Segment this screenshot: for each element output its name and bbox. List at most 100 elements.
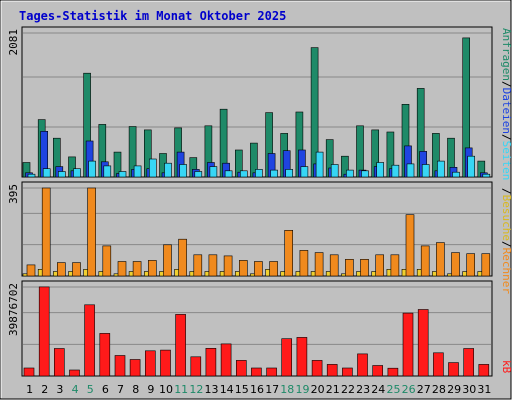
bar-rechner-day-25 [390,254,400,277]
bar-seiten-day-22 [346,169,354,178]
bar-kb-day-6 [99,333,111,377]
bar-anfragen-day-23 [356,125,364,178]
day-label-19: 19 [296,383,310,396]
bar-kb-day-31 [478,364,490,377]
day-label-28: 28 [432,383,446,396]
ymax-label-bottom: 39876702 [7,283,20,336]
day-label-8: 8 [132,383,139,396]
bar-kb-day-4 [69,369,80,377]
bar-kb-day-16 [251,367,262,377]
day-label-16: 16 [250,383,264,396]
bar-kb-day-19 [296,337,308,377]
day-label-3: 3 [56,383,63,396]
bar-seiten-day-2 [42,168,51,178]
bar-seiten-day-21 [330,164,339,178]
legend-entry: kB [500,360,512,374]
bar-kb-day-13 [205,347,217,377]
day-label-5: 5 [87,383,94,396]
bar-kb-day-7 [114,355,126,377]
bar-rechner-day-26 [405,214,415,277]
bar-seiten-day-17 [270,169,278,178]
legend-top-series: Anfragen/Dateien/Seiten [500,28,512,180]
bar-seiten-day-25 [391,164,400,178]
day-label-11: 11 [174,383,188,396]
bar-rechner-day-19 [299,250,309,277]
bar-rechner-day-13 [208,254,218,277]
day-label-25: 25 [387,383,401,396]
bar-rechner-day-27 [420,245,430,277]
bar-rechner-day-24 [375,254,385,277]
bar-kb-day-25 [387,367,399,377]
bar-kb-day-10 [160,349,171,377]
bar-kb-day-14 [220,343,232,377]
bar-seiten-day-29 [452,171,460,178]
bar-rechner-day-6 [102,245,112,277]
day-label-20: 20 [311,383,325,396]
bar-kb-day-27 [417,309,429,377]
bar-rechner-day-21 [329,254,339,277]
bar-kb-day-22 [342,367,353,377]
bar-seiten-day-11 [179,164,187,178]
bar-kb-day-8 [129,359,141,377]
bar-seiten-day-8 [133,165,142,178]
bar-seiten-day-26 [406,163,415,178]
bar-kb-day-3 [53,348,65,377]
legend-entry: Besuche [500,195,512,241]
day-label-30: 30 [462,383,476,396]
panel-top [21,26,493,178]
day-label-22: 22 [341,383,355,396]
panel-middle [21,181,493,277]
legend-entry: / [500,188,512,195]
legend-entry: Dateien [500,88,512,134]
bar-rechner-day-17 [269,261,278,277]
bar-seiten-day-23 [361,170,369,178]
day-label-29: 29 [447,383,461,396]
day-label-23: 23 [356,383,370,396]
panel-bottom [21,280,493,377]
bar-kb-day-15 [236,360,247,377]
bar-seiten-day-3 [57,171,66,178]
chart-panels [21,26,493,377]
bar-kb-day-20 [311,360,323,377]
day-label-18: 18 [280,383,294,396]
bar-rechner-day-22 [345,258,354,277]
bar-rechner-day-29 [451,252,460,277]
bar-kb-day-17 [266,367,277,377]
day-label-7: 7 [117,383,124,396]
bar-seiten-day-5 [88,160,96,178]
bar-rechner-day-3 [56,262,66,277]
bar-rechner-day-15 [239,260,248,277]
bar-kb-day-26 [402,312,414,377]
bar-seiten-day-4 [73,168,81,178]
bar-seiten-day-1 [27,173,36,178]
bar-seiten-day-20 [315,151,324,178]
legend-entry: Rechner [500,248,512,295]
bar-rechner-day-10 [163,244,172,277]
bar-seiten-day-15 [240,170,248,178]
bar-kb-day-11 [175,314,186,377]
bar-seiten-day-6 [103,165,112,178]
day-label-31: 31 [477,383,491,396]
bar-rechner-day-28 [436,242,445,277]
day-label-24: 24 [371,383,385,396]
ymax-label-top: 2081 [7,29,20,56]
legend-bottom-series: kB [500,360,512,374]
day-label-27: 27 [417,383,431,396]
bar-rechner-day-9 [148,260,157,277]
bar-rechner-day-1 [26,264,36,277]
bar-kb-day-28 [433,352,444,377]
day-label-6: 6 [102,383,109,396]
bar-kb-day-2 [38,286,50,377]
bar-rechner-day-31 [481,253,491,277]
day-label-10: 10 [159,383,173,396]
day-axis-labels: 1 2 3 4 5 6 7 8 9 10 11 12 13 14 15 16 17 18 19 20 21 22 23 24 2… [26,383,491,396]
bar-seiten-day-18 [285,169,294,178]
bar-kb-day-30 [463,348,475,377]
legend-entry: Anfragen [500,28,512,81]
bar-rechner-day-16 [254,261,263,277]
bar-seiten-day-7 [118,171,127,178]
day-label-1: 1 [26,383,33,396]
bar-kb-day-12 [190,356,202,377]
